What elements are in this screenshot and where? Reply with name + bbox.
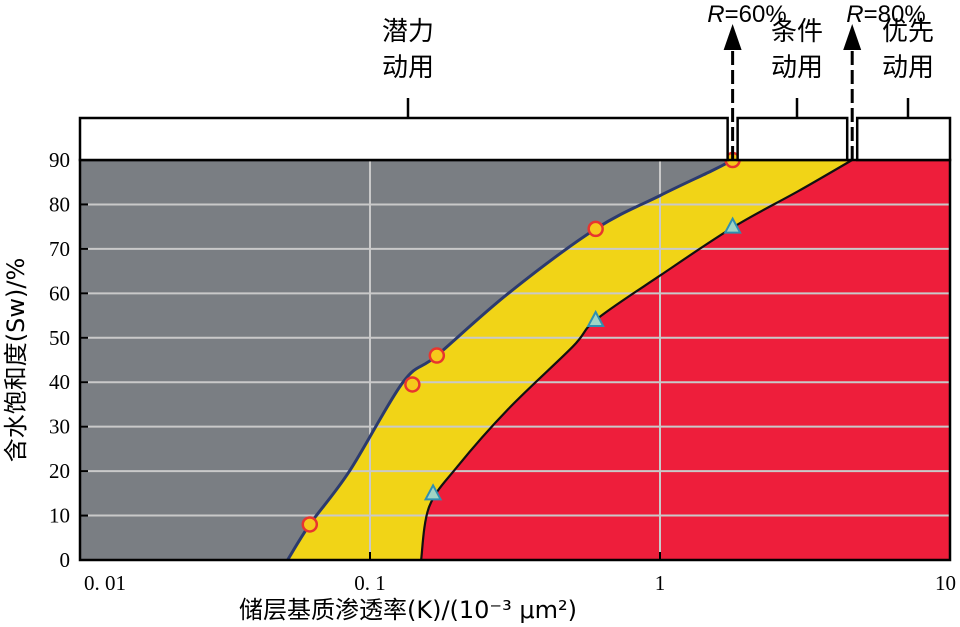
zone-header-box — [855, 116, 952, 162]
x-axis-title: 储层基质渗透率(K)/(10⁻³ μm²) — [239, 596, 577, 624]
boundary-curve-r80 — [420, 159, 853, 561]
y-tick-label: 0 — [60, 548, 71, 572]
zone-header-box — [736, 116, 849, 162]
zone-header-box — [78, 116, 729, 162]
r-arrow-head — [723, 24, 742, 50]
zone-fill-priority — [421, 160, 951, 560]
marker-circle — [404, 376, 421, 393]
zone-label-line1: 优先 — [882, 17, 934, 47]
y-tick-label: 70 — [49, 237, 70, 261]
y-axis-title: 含水饱和度(Sw)/% — [2, 258, 30, 462]
y-tick-label: 30 — [49, 415, 70, 439]
zone-label-line1: 条件 — [771, 17, 823, 47]
y-tick-label: 80 — [49, 192, 70, 216]
y-tick-label: 60 — [49, 281, 70, 305]
marker-circle — [301, 516, 319, 533]
zone-label-line2: 动用 — [771, 53, 823, 83]
y-tick-label: 90 — [49, 148, 70, 172]
zone-label-line2: 动用 — [382, 53, 434, 83]
tick-labels: 0 10 20 30 40 50 60 70 80 90 0. 01 0. 1 1 10 — [49, 148, 956, 595]
y-tick-label: 40 — [49, 370, 70, 394]
marker-circle — [587, 220, 604, 238]
data-markers — [301, 151, 742, 533]
r-label: R=60% — [707, 1, 786, 28]
r-arrow-head — [843, 24, 862, 50]
y-tick-label: 50 — [49, 326, 70, 350]
zone-fills — [80, 160, 951, 560]
y-tick-label: 20 — [49, 459, 70, 483]
marker-circle — [428, 347, 446, 364]
r-label: R=80% — [846, 1, 925, 28]
y-tick-label: 10 — [49, 504, 70, 528]
boundary-curve-r60 — [286, 158, 734, 561]
x-tick-label: 0. 01 — [84, 571, 126, 595]
boundary-curves — [286, 158, 853, 561]
grid — [80, 160, 950, 560]
x-tick-label: 1 — [655, 571, 666, 595]
x-tick-label: 0. 1 — [354, 571, 386, 595]
marker-triangle — [586, 309, 605, 327]
marker-triangle — [723, 216, 742, 234]
zone-label-line1: 潜力 — [382, 17, 434, 47]
zone-label-line2: 动用 — [882, 53, 934, 83]
x-tick-label: 10 — [935, 571, 956, 595]
marker-triangle — [423, 483, 443, 501]
